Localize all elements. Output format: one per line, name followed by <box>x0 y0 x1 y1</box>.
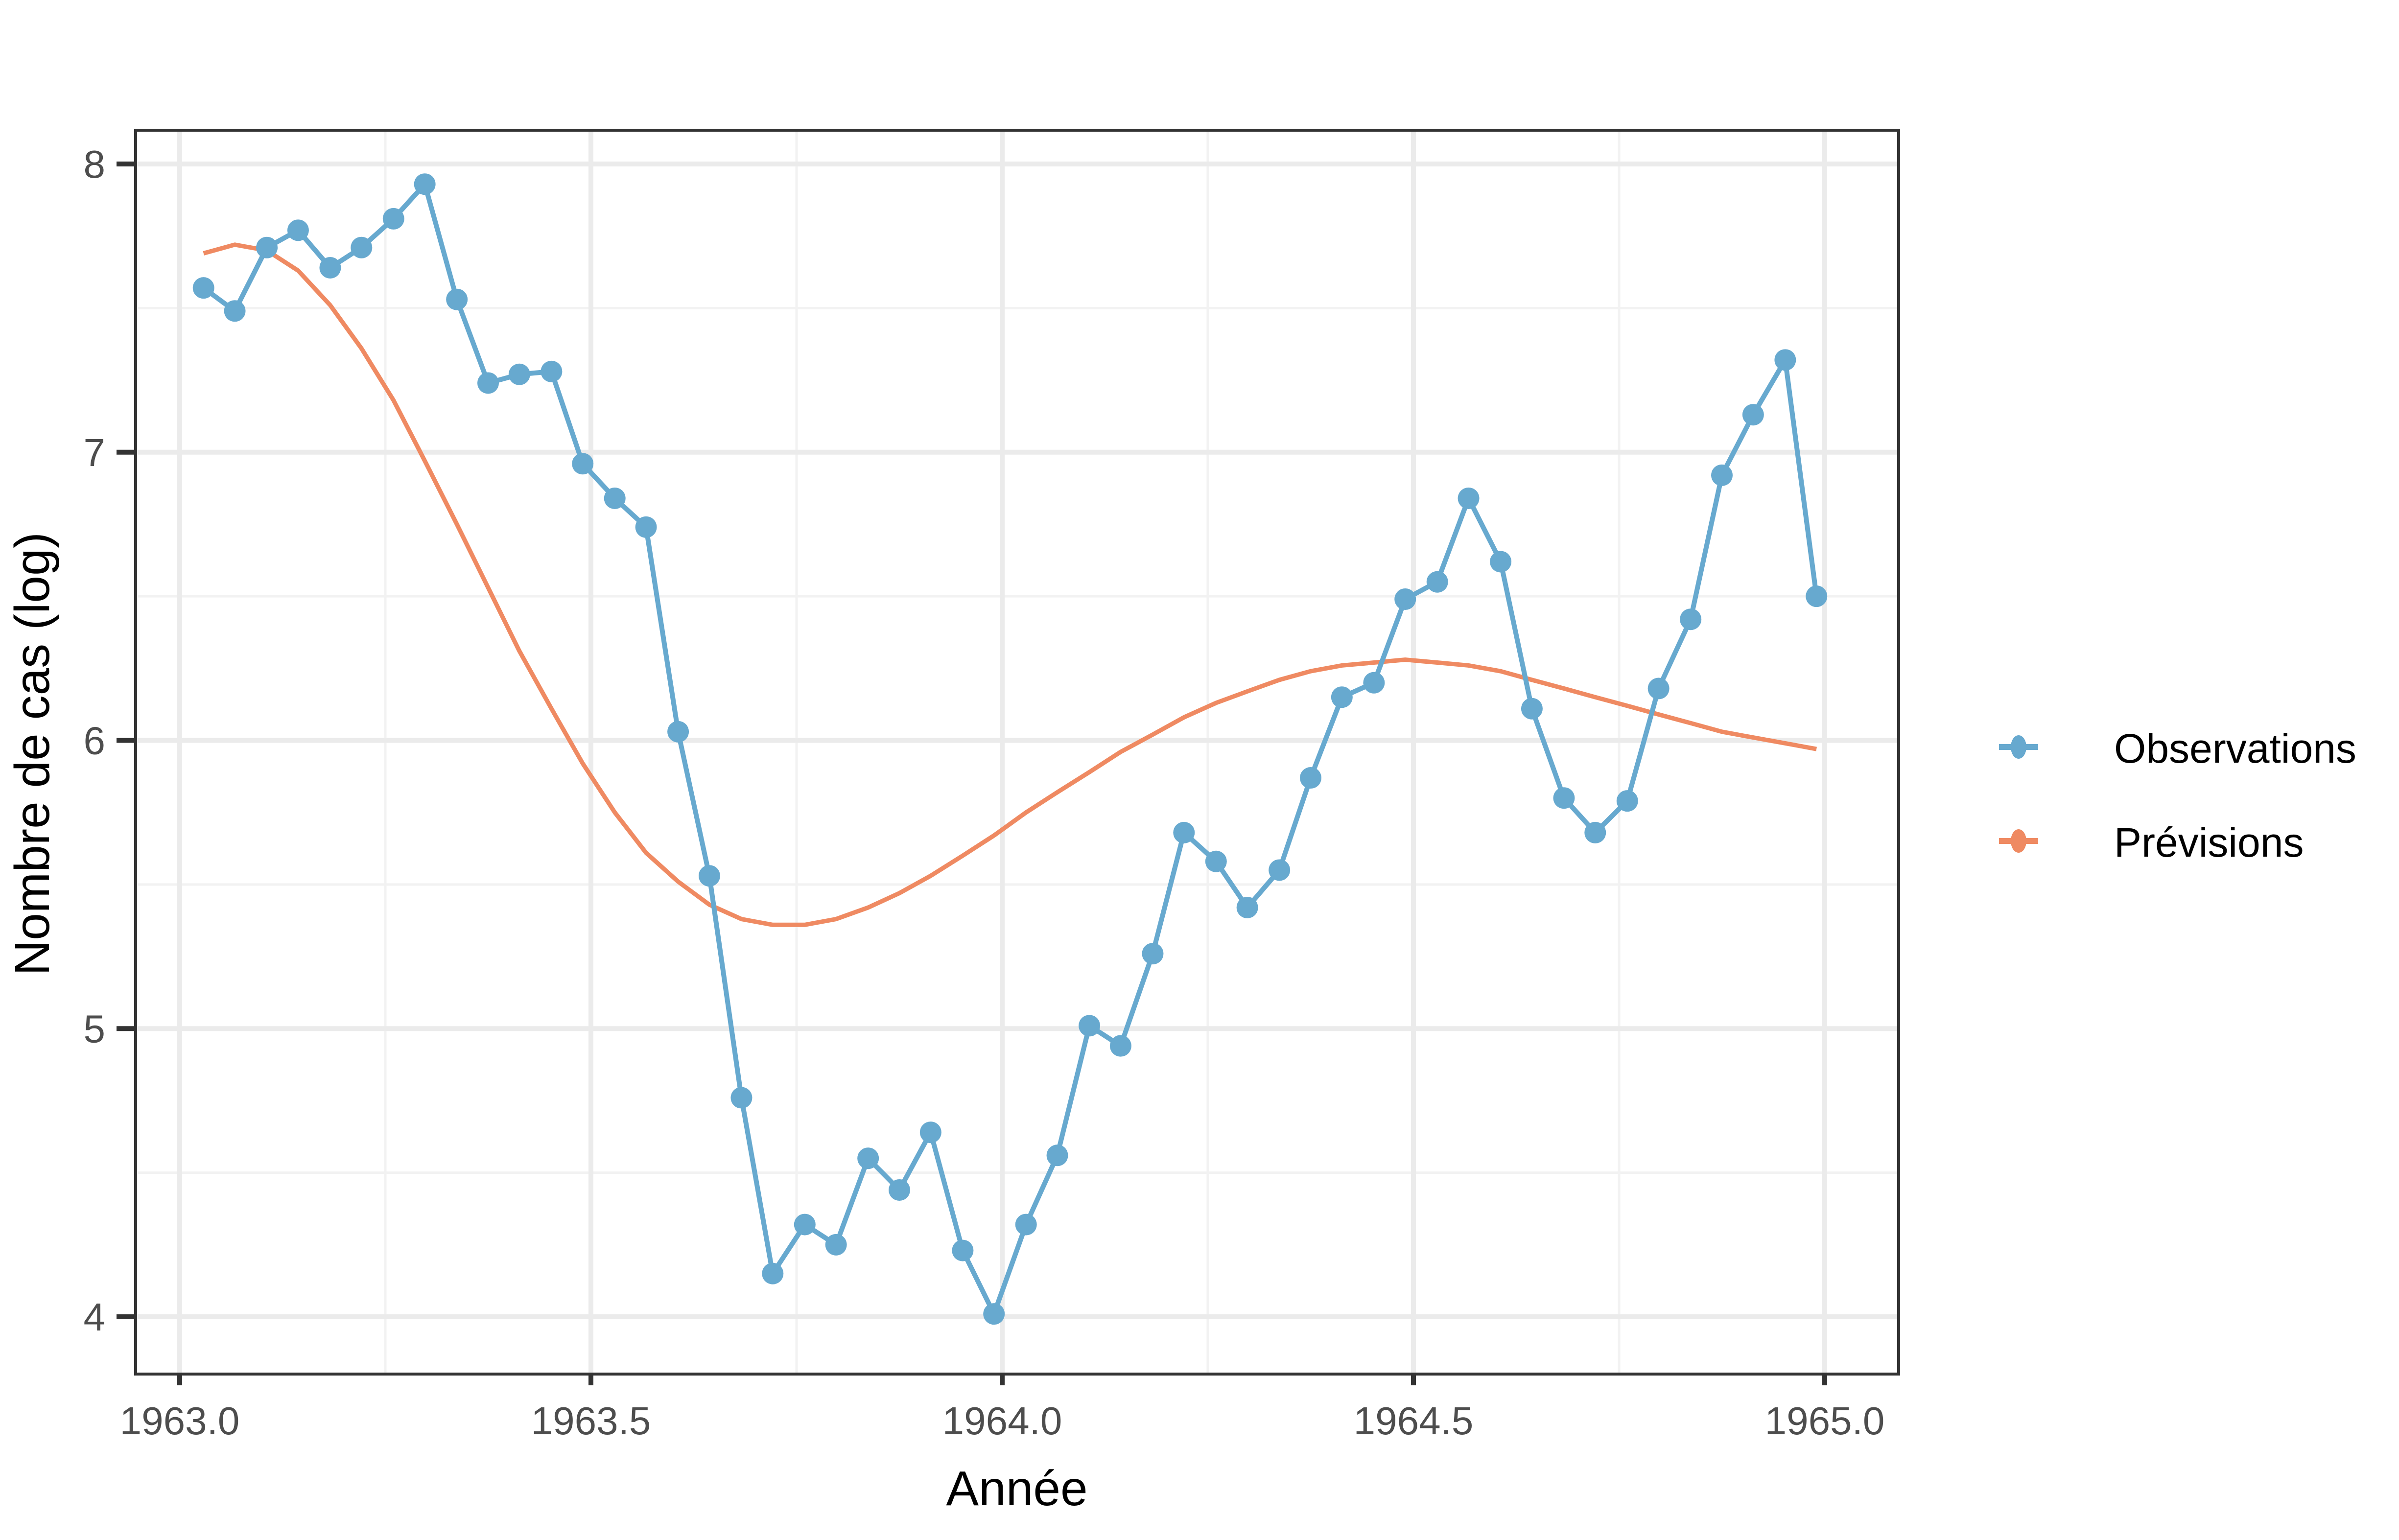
observation-point <box>667 721 689 743</box>
observation-point <box>857 1147 879 1169</box>
observation-point <box>635 516 657 538</box>
y-tick-label: 7 <box>84 431 106 474</box>
observation-point <box>1331 686 1353 708</box>
legend-label-observations: Observations <box>2114 725 2356 771</box>
observation-point <box>319 257 341 279</box>
observations-series <box>192 173 1828 1325</box>
observation-point <box>1458 487 1480 509</box>
observation-point <box>1521 698 1543 720</box>
observation-point <box>351 236 373 258</box>
x-tick-label: 1964.5 <box>1354 1399 1474 1443</box>
observation-point <box>1109 1035 1131 1057</box>
observation-point <box>730 1087 753 1109</box>
observation-point <box>1711 464 1733 486</box>
y-tick-label: 4 <box>84 1295 106 1339</box>
observation-point <box>256 236 278 258</box>
observation-point <box>1205 850 1227 872</box>
legend-marker-icon <box>2011 829 2026 853</box>
observation-point <box>414 173 436 195</box>
observation-point <box>1584 821 1606 843</box>
observation-point <box>508 363 530 385</box>
x-axis: 1963.0 1963.5 1964.0 1964.5 1965.0 <box>120 1374 1885 1443</box>
observation-point <box>1236 896 1258 918</box>
observation-point <box>604 487 626 509</box>
y-tick-label: 5 <box>84 1007 106 1050</box>
observation-point <box>446 288 468 310</box>
grid-minor <box>137 132 1897 1373</box>
observation-point <box>1647 677 1670 700</box>
legend-marker-icon <box>2011 735 2026 759</box>
observation-point <box>1079 1015 1101 1037</box>
observation-point <box>1616 790 1638 812</box>
observation-point <box>1173 821 1195 843</box>
legend-label-previsions: Prévisions <box>2114 819 2304 865</box>
forecast-line <box>203 242 1817 927</box>
observation-point <box>889 1179 910 1201</box>
observations-line <box>202 182 1819 1317</box>
observation-point <box>1142 943 1164 965</box>
observation-point <box>477 372 499 394</box>
observation-point <box>287 219 309 241</box>
observation-point <box>541 360 563 382</box>
observation-point <box>382 208 404 230</box>
x-axis-title: Année <box>946 1461 1087 1516</box>
observation-point <box>224 300 246 322</box>
x-tick-label: 1963.0 <box>120 1399 240 1443</box>
legend-item-previsions: Prévisions <box>1999 819 2304 865</box>
observation-point <box>1363 672 1385 694</box>
grid-major <box>137 132 1897 1373</box>
observation-point <box>1806 585 1828 607</box>
observation-point <box>1015 1213 1037 1236</box>
y-tick-label: 6 <box>84 719 106 763</box>
observation-point <box>192 277 214 299</box>
observation-point <box>1553 787 1575 809</box>
observation-point <box>1426 571 1448 593</box>
observation-point <box>762 1262 784 1284</box>
observation-point <box>1046 1144 1068 1167</box>
x-tick-label: 1963.5 <box>531 1399 651 1443</box>
y-axis: 4 5 6 7 8 <box>84 142 136 1339</box>
observation-point <box>825 1234 847 1256</box>
legend: Observations Prévisions <box>1999 725 2356 865</box>
y-axis-title: Nombre de cas (log) <box>5 532 60 976</box>
observation-point <box>572 453 594 475</box>
observation-point <box>919 1121 941 1143</box>
observation-point <box>952 1239 974 1261</box>
y-tick-label: 8 <box>84 142 106 186</box>
forecast-series <box>203 242 1817 927</box>
x-tick-label: 1964.0 <box>942 1399 1062 1443</box>
observation-point <box>1394 588 1416 610</box>
observation-point <box>1680 608 1702 630</box>
observation-point <box>698 865 720 887</box>
observation-point <box>794 1213 816 1236</box>
observation-point <box>1300 767 1321 789</box>
observation-point <box>1490 551 1512 573</box>
observation-point <box>1269 859 1291 881</box>
observation-point <box>1742 404 1764 426</box>
observation-point <box>1774 349 1796 371</box>
x-tick-label: 1965.0 <box>1765 1399 1885 1443</box>
panel-border <box>134 129 1900 1376</box>
observation-point <box>983 1303 1005 1325</box>
legend-item-observations: Observations <box>1999 725 2356 771</box>
